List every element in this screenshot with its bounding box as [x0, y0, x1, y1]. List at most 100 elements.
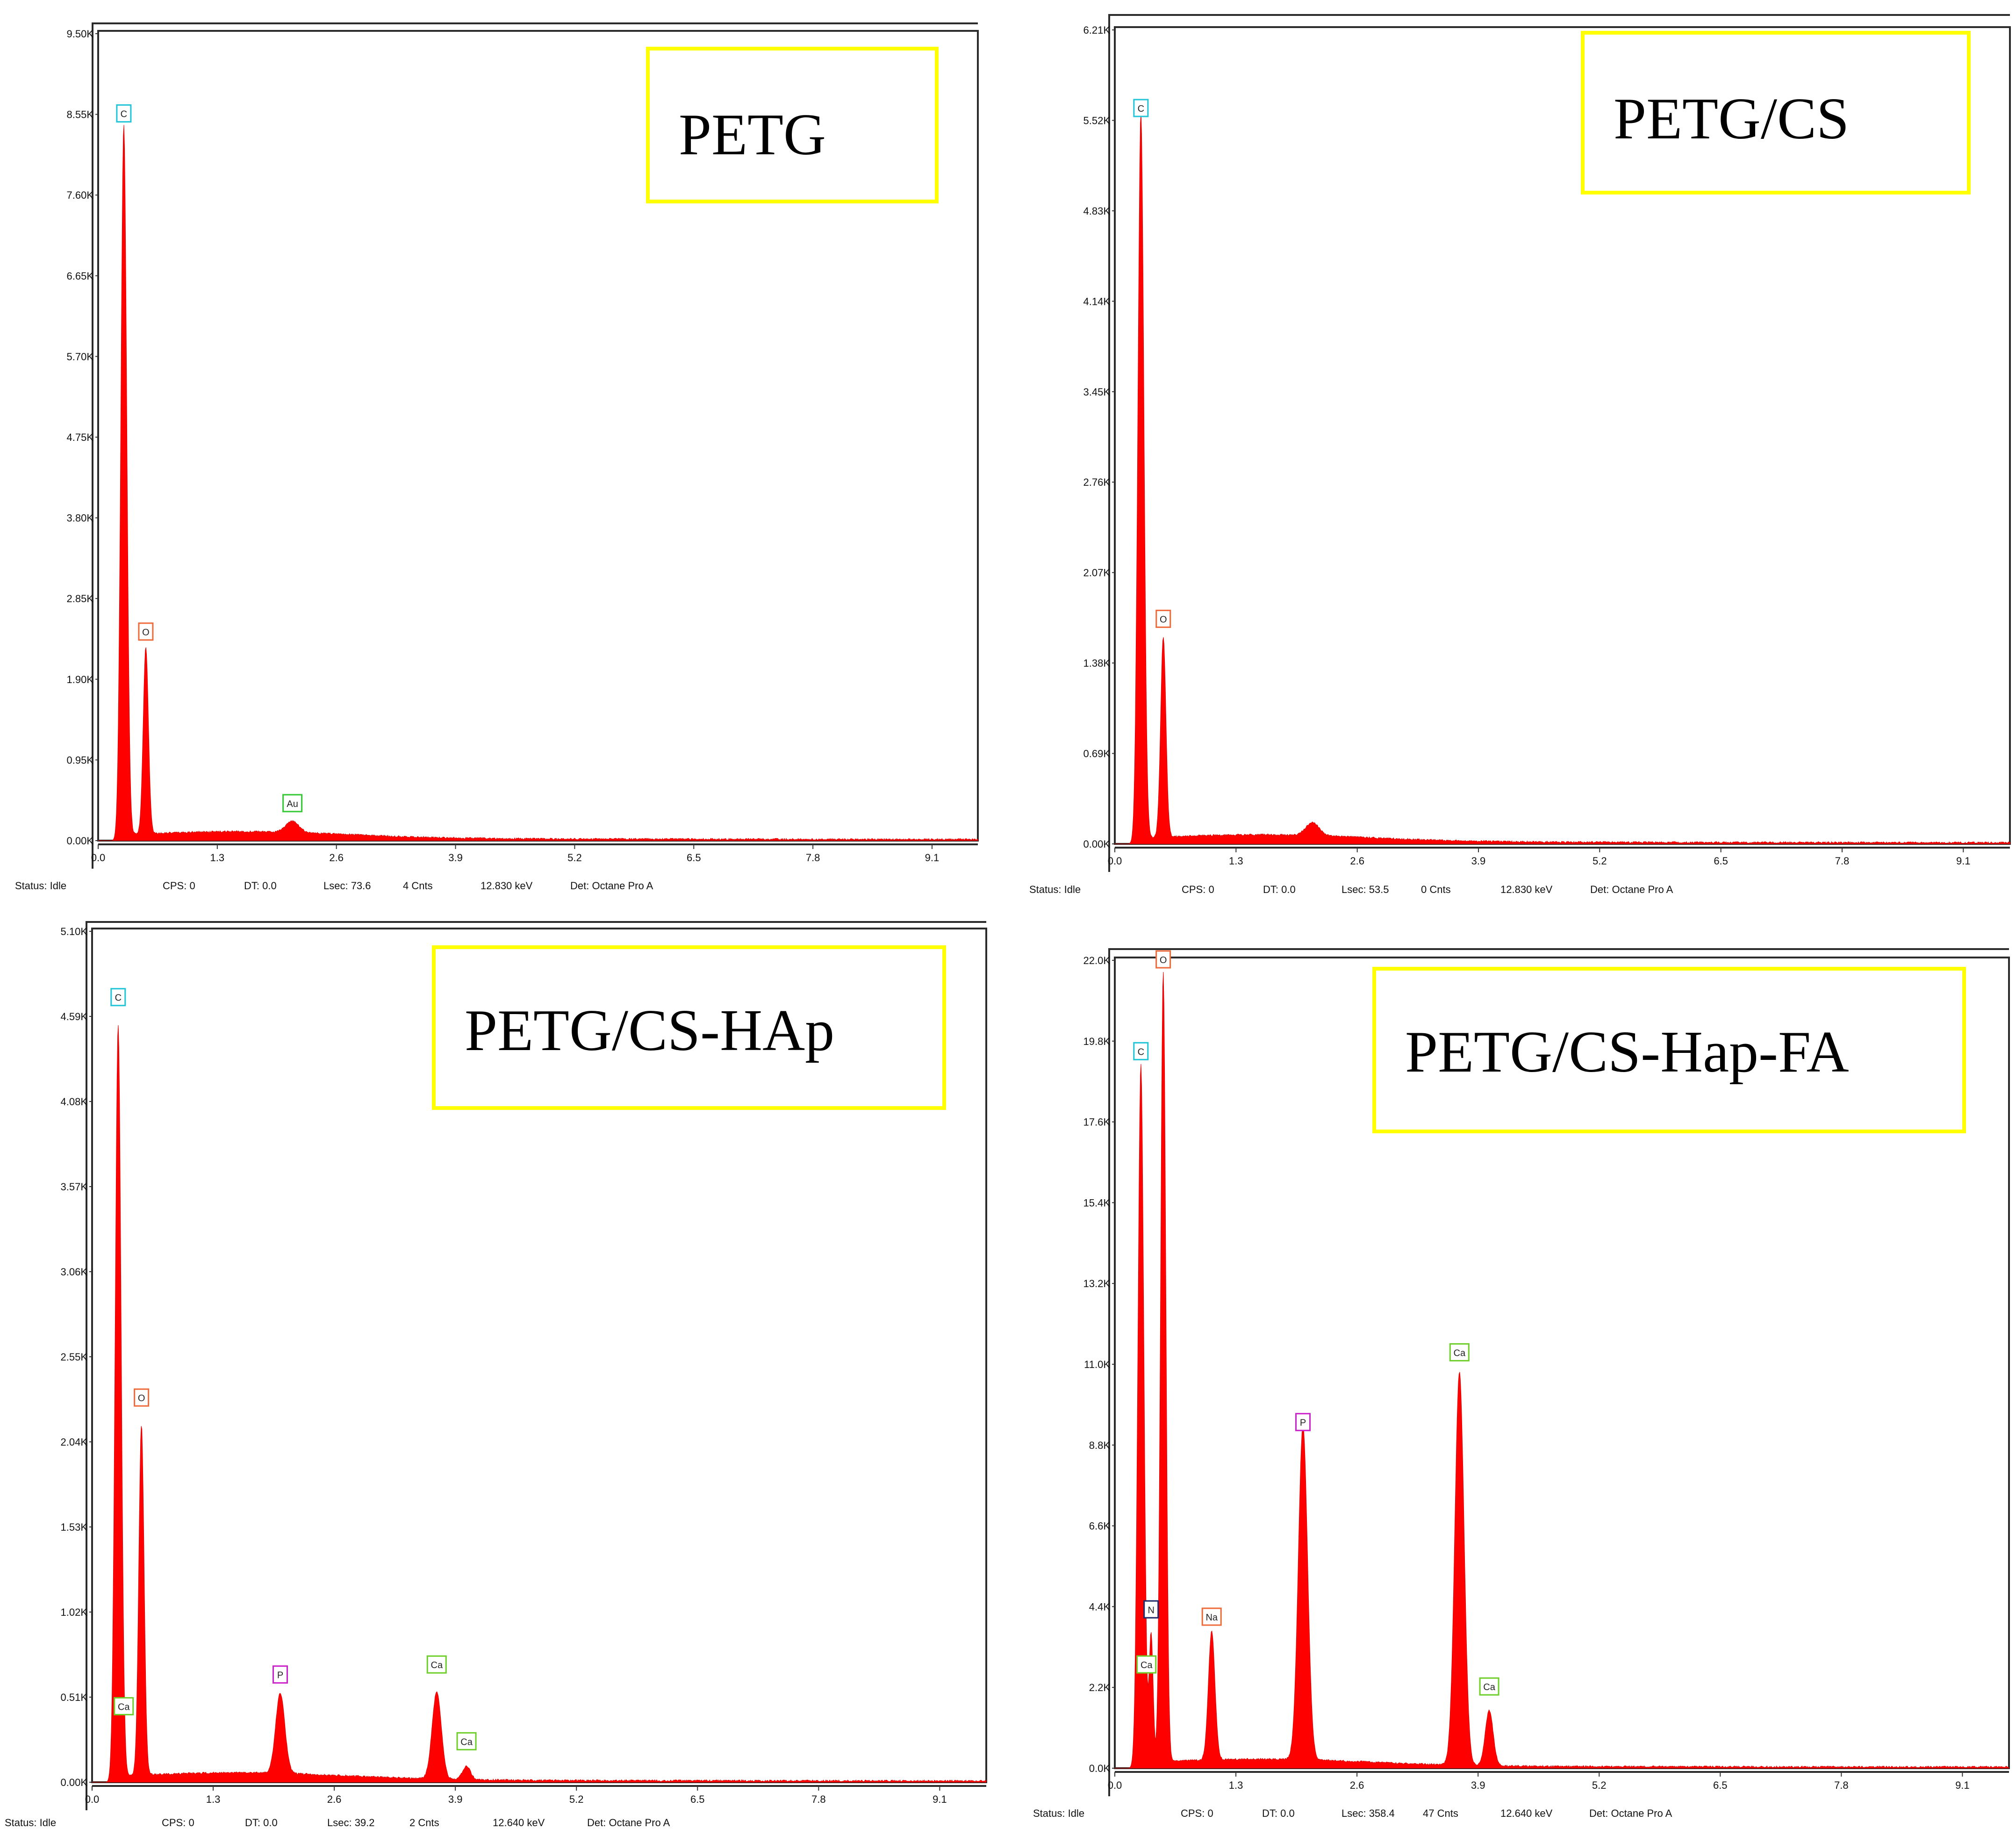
panel-petg-cs-hap-fa: 0.0K 2.2K 4.4K 6.6K 8.8K 11.0K 13.2K 15.4K 17.6K…	[1019, 916, 2016, 1842]
element-label-ca: Ca	[1479, 1677, 1499, 1696]
y-tick-label: 4.4K	[1089, 1601, 1111, 1613]
cps-text: CPS: 0	[162, 1817, 194, 1829]
dt-text: DT: 0.0	[245, 1817, 278, 1829]
element-label-p: P	[273, 1665, 288, 1684]
y-tick-label: 5.52K	[1083, 115, 1111, 126]
x-tick-label: 6.5	[1714, 855, 1728, 867]
y-tick-label: 22.0K	[1083, 955, 1111, 966]
y-tick-label: 5.10K	[61, 926, 88, 937]
counts-text: 47 Cnts	[1423, 1807, 1458, 1819]
x-tick-label: 6.5	[690, 1793, 705, 1805]
panel-petg-cs-hap: 0.00K 0.51K 1.02K 1.53K 2.04K 2.55K 3.06K 3.57K…	[0, 916, 1000, 1842]
x-tick-label: 2.6	[1350, 1779, 1364, 1791]
chart-title-box: PETG/CS-Hap-FA	[1372, 967, 1966, 1133]
element-label-ca: Ca	[114, 1697, 134, 1715]
element-label-box	[1479, 1677, 1499, 1696]
lsec-text: Lsec: 73.6	[323, 880, 371, 892]
y-tick-label: 4.14K	[1083, 295, 1111, 307]
outer-frame	[1108, 14, 2010, 872]
element-label-box	[273, 1665, 288, 1684]
kev-text: 12.830 keV	[1500, 884, 1553, 895]
y-tick-label: 1.53K	[61, 1521, 88, 1533]
element-label-text: O	[138, 1393, 145, 1404]
y-tick-label: 0.00K	[1083, 838, 1111, 850]
spectrum-area	[98, 125, 978, 841]
spectrum-area	[1115, 113, 2010, 844]
kev-text: 12.830 keV	[481, 880, 533, 892]
lsec-text: Lsec: 53.5	[1342, 884, 1389, 895]
element-label-au: Au	[282, 794, 303, 813]
element-label-text: C	[1138, 1047, 1144, 1057]
cps-text: CPS: 0	[1182, 884, 1214, 895]
x-tick-label: 7.8	[1835, 855, 1850, 867]
y-tick-label: 1.38K	[1083, 657, 1111, 669]
element-label-text: Ca	[431, 1660, 443, 1670]
element-label-c: C	[110, 988, 126, 1007]
element-label-box	[116, 104, 132, 123]
element-label-text: C	[115, 993, 122, 1003]
y-tick-label: 0.69K	[1083, 748, 1111, 760]
panel-petg-cs: 0.00K 0.69K 1.38K 2.07K 2.76K 3.45K 4.14K 4.83K…	[1019, 0, 2016, 907]
x-tick-label: 1.3	[1229, 855, 1243, 867]
element-label-box	[426, 1655, 447, 1674]
element-label-text: Ca	[1141, 1660, 1153, 1670]
y-tick-label: 15.4K	[1083, 1197, 1111, 1209]
y-tick-label: 2.76K	[1083, 476, 1111, 488]
element-label-box	[1295, 1413, 1311, 1432]
element-label-text: O	[1160, 955, 1167, 965]
chart-title: PETG	[679, 102, 826, 167]
x-tick-label: 6.5	[687, 852, 701, 864]
x-tick-label: 5.2	[567, 852, 582, 864]
status-bar: Status: Idle CPS: 0 DT: 0.0 Lsec: 73.6 4…	[15, 880, 997, 894]
outer-frame	[92, 22, 978, 869]
y-tick-label: 6.65K	[67, 270, 94, 282]
element-label-box	[134, 1388, 150, 1407]
dt-text: DT: 0.0	[244, 880, 277, 892]
x-tick-label: 2.6	[329, 852, 344, 864]
x-tick-label: 3.9	[1471, 855, 1486, 867]
cps-text: CPS: 0	[1181, 1807, 1213, 1819]
y-tick-label: 19.8K	[1083, 1036, 1111, 1047]
x-tick-label: 5.2	[1593, 855, 1607, 867]
detector-text: Det: Octane Pro A	[587, 1817, 670, 1829]
y-tick-label: 11.0K	[1084, 1359, 1110, 1370]
spectrum-chart-petg: 0.00K 0.95K 1.90K 2.85K 3.80K 4.75K 5.70K 6.65K…	[67, 22, 979, 869]
lsec-text: Lsec: 39.2	[327, 1817, 375, 1829]
x-tick-label: 5.2	[569, 1793, 584, 1805]
element-label-o: O	[138, 622, 154, 641]
spectrum-area	[92, 1025, 987, 1783]
y-tick-label: 0.00K	[67, 835, 94, 847]
element-label-o: O	[1155, 610, 1171, 628]
spectrum-chart-petg-cs-hap-fa: 0.0K 2.2K 4.4K 6.6K 8.8K 11.0K 13.2K 15.4K 17.6K…	[1083, 948, 2010, 1796]
x-tick-label: 0.0	[1108, 1779, 1122, 1791]
status-text: Status: Idle	[15, 880, 67, 892]
status-bar: Status: Idle CPS: 0 DT: 0.0 Lsec: 39.2 2…	[5, 1817, 986, 1831]
element-label-box	[1155, 610, 1171, 628]
element-label-text: Na	[1205, 1613, 1218, 1623]
x-tick-label: 0.0	[85, 1793, 100, 1805]
x-tick-label: 3.9	[448, 1793, 463, 1805]
y-tick-label: 8.8K	[1089, 1440, 1111, 1451]
x-tick-label: 0.0	[1108, 855, 1122, 867]
element-label-box	[1133, 1042, 1149, 1060]
x-tick-label: 3.9	[1471, 1779, 1485, 1791]
spectrum-chart-petg-cs-hap: 0.00K 0.51K 1.02K 1.53K 2.04K 2.55K 3.06K 3.57K…	[61, 921, 987, 1810]
y-tick-label: 0.95K	[67, 754, 94, 766]
y-tick-label: 3.80K	[67, 512, 94, 524]
x-tick-label: 7.8	[806, 852, 820, 864]
y-tick-label: 2.04K	[61, 1436, 88, 1448]
y-tick-label: 17.6K	[1083, 1116, 1111, 1128]
status-text: Status: Idle	[5, 1817, 57, 1829]
element-label-box	[1143, 1600, 1159, 1619]
y-tick-label: 3.45K	[1083, 386, 1111, 398]
element-label-text: P	[277, 1670, 283, 1681]
x-tick-label: 2.6	[1350, 855, 1364, 867]
counts-text: 0 Cnts	[1421, 884, 1451, 895]
counts-text: 2 Cnts	[409, 1817, 439, 1829]
element-label-p: P	[1295, 1413, 1311, 1432]
element-label-box	[110, 988, 126, 1007]
chart-title: PETG/CS-HAp	[465, 998, 835, 1063]
y-tick-label: 1.90K	[67, 674, 94, 685]
element-label-box	[1155, 950, 1171, 969]
x-tick-label: 3.9	[448, 852, 463, 864]
